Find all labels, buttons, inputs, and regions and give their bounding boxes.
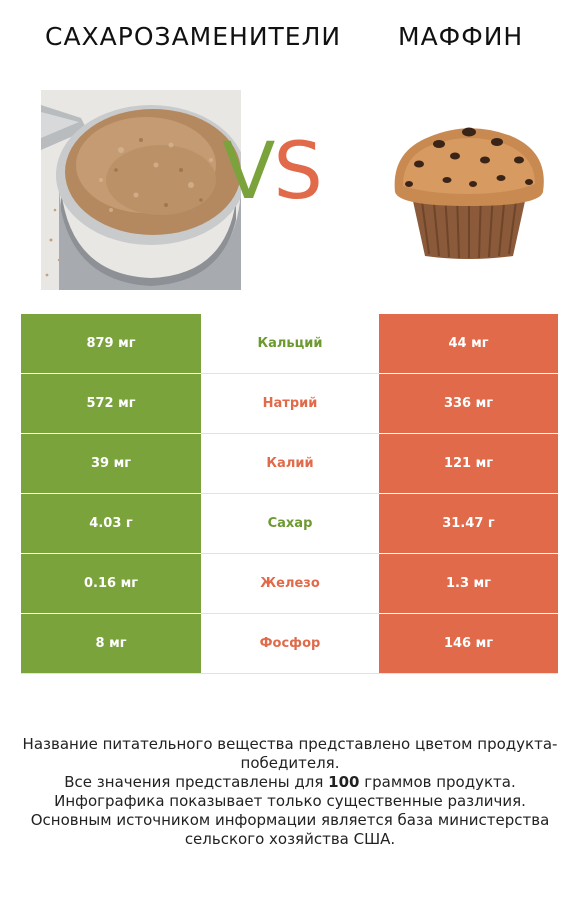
right-product-title: МАФФИН xyxy=(398,22,524,51)
table-row-phosphorus: 8 мг Фосфор 146 мг xyxy=(21,614,558,674)
left-value: 879 мг xyxy=(21,314,201,373)
right-value: 146 мг xyxy=(379,614,558,673)
row-divider xyxy=(201,433,379,434)
table-row-calcium: 879 мг Кальций 44 мг xyxy=(21,314,558,374)
nutrient-name: Железо xyxy=(201,554,379,613)
nutrient-name: Калий xyxy=(201,434,379,493)
nutrient-comparison-table: 879 мг Кальций 44 мг 572 мг Натрий 336 м… xyxy=(21,314,558,674)
right-value: 1.3 мг xyxy=(379,554,558,613)
right-value: 31.47 г xyxy=(379,494,558,553)
left-value: 39 мг xyxy=(21,434,201,493)
footer-line-per-100g: Все значения представлены для 100 граммо… xyxy=(20,773,560,792)
footer-line-per-100g-amount: 100 xyxy=(328,773,360,791)
left-product-title: САХАРОЗАМЕНИТЕЛИ xyxy=(45,22,342,51)
right-value: 44 мг xyxy=(379,314,558,373)
footer-line-per-100g-prefix: Все значения представлены для xyxy=(64,773,329,791)
row-divider xyxy=(201,373,379,374)
nutrient-name: Кальций xyxy=(201,314,379,373)
table-row-iron: 0.16 мг Железо 1.3 мг xyxy=(21,554,558,614)
nutrient-name: Фосфор xyxy=(201,614,379,673)
row-divider xyxy=(21,673,558,674)
left-value: 4.03 г xyxy=(21,494,201,553)
table-row-sugar: 4.03 г Сахар 31.47 г xyxy=(21,494,558,554)
footer-notes: Название питательного вещества представл… xyxy=(20,735,560,849)
left-value: 0.16 мг xyxy=(21,554,201,613)
right-value: 121 мг xyxy=(379,434,558,493)
footer-line-color-legend: Название питательного вещества представл… xyxy=(22,735,558,772)
left-value: 8 мг xyxy=(21,614,201,673)
row-divider xyxy=(201,553,379,554)
versus-s: S xyxy=(273,127,322,217)
row-divider xyxy=(201,613,379,614)
table-row-sodium: 572 мг Натрий 336 мг xyxy=(21,374,558,434)
footer-line-data-source: Основным источником информации является … xyxy=(30,811,550,848)
footer-line-per-100g-suffix: граммов продукта. xyxy=(359,773,516,791)
sugar-substitute-image xyxy=(41,90,246,290)
nutrient-name: Натрий xyxy=(201,374,379,433)
right-value: 336 мг xyxy=(379,374,558,433)
versus-mark: VS xyxy=(222,133,323,211)
left-value: 572 мг xyxy=(21,374,201,433)
versus-v: V xyxy=(222,127,275,217)
muffin-image xyxy=(389,122,549,262)
table-row-potassium: 39 мг Калий 121 мг xyxy=(21,434,558,494)
footer-line-significant-only: Инфографика показывает только существенн… xyxy=(54,792,526,810)
row-divider xyxy=(201,493,379,494)
nutrient-name: Сахар xyxy=(201,494,379,553)
